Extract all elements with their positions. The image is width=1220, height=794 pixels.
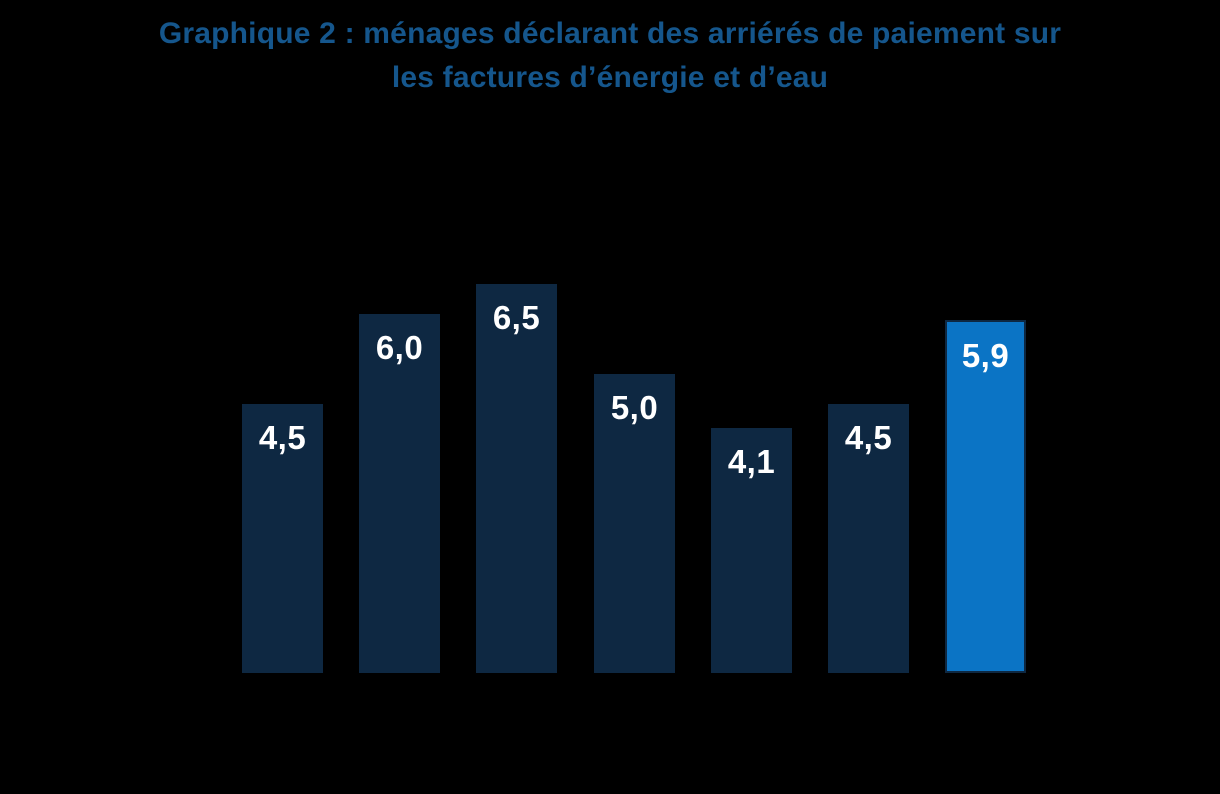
bar-value-label: 6,5 — [492, 299, 541, 336]
bar-value-label: 5,0 — [610, 389, 659, 426]
bar-chart-plot-area: 4,5 6,0 6,5 5,0 4,1 4,5 5,9 — [242, 284, 1026, 673]
bar: 6,0 — [359, 314, 440, 673]
bar-value-label: 5,9 — [961, 337, 1010, 374]
bar: 5,0 — [594, 374, 675, 673]
bar-value-label: 4,5 — [258, 419, 307, 456]
bar-value-label: 6,0 — [375, 329, 424, 366]
bar: 4,1 — [711, 428, 792, 673]
chart-title: Graphique 2 : ménages déclarant des arri… — [158, 17, 1062, 94]
bar: 4,5 — [242, 404, 323, 673]
bar-value-label: 4,5 — [844, 419, 893, 456]
bar-highlighted: 5,9 — [945, 320, 1026, 673]
bar: 4,5 — [828, 404, 909, 673]
bar: 6,5 — [476, 284, 557, 673]
bar-value-label: 4,1 — [727, 443, 776, 480]
